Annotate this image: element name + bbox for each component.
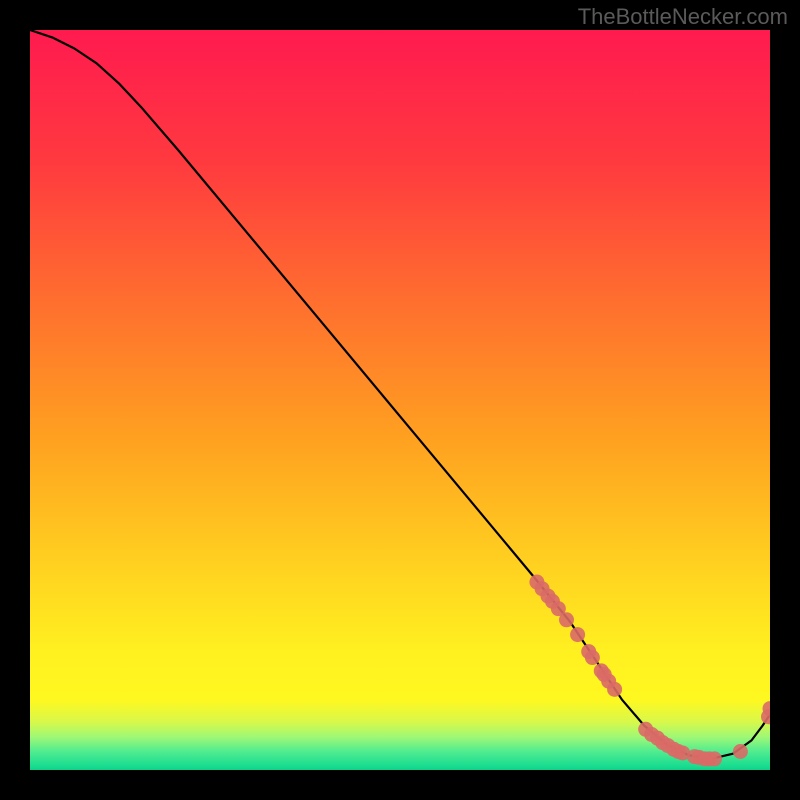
plot-area bbox=[30, 30, 770, 770]
watermark-label: TheBottleNecker.com bbox=[578, 4, 788, 30]
data-marker bbox=[570, 627, 585, 642]
plot-svg bbox=[30, 30, 770, 770]
data-marker bbox=[585, 650, 600, 665]
gradient-background bbox=[30, 30, 770, 770]
chart-container: TheBottleNecker.com bbox=[0, 0, 800, 800]
data-marker bbox=[733, 744, 748, 759]
data-marker bbox=[607, 682, 622, 697]
data-marker bbox=[559, 612, 574, 627]
data-marker bbox=[707, 751, 722, 766]
